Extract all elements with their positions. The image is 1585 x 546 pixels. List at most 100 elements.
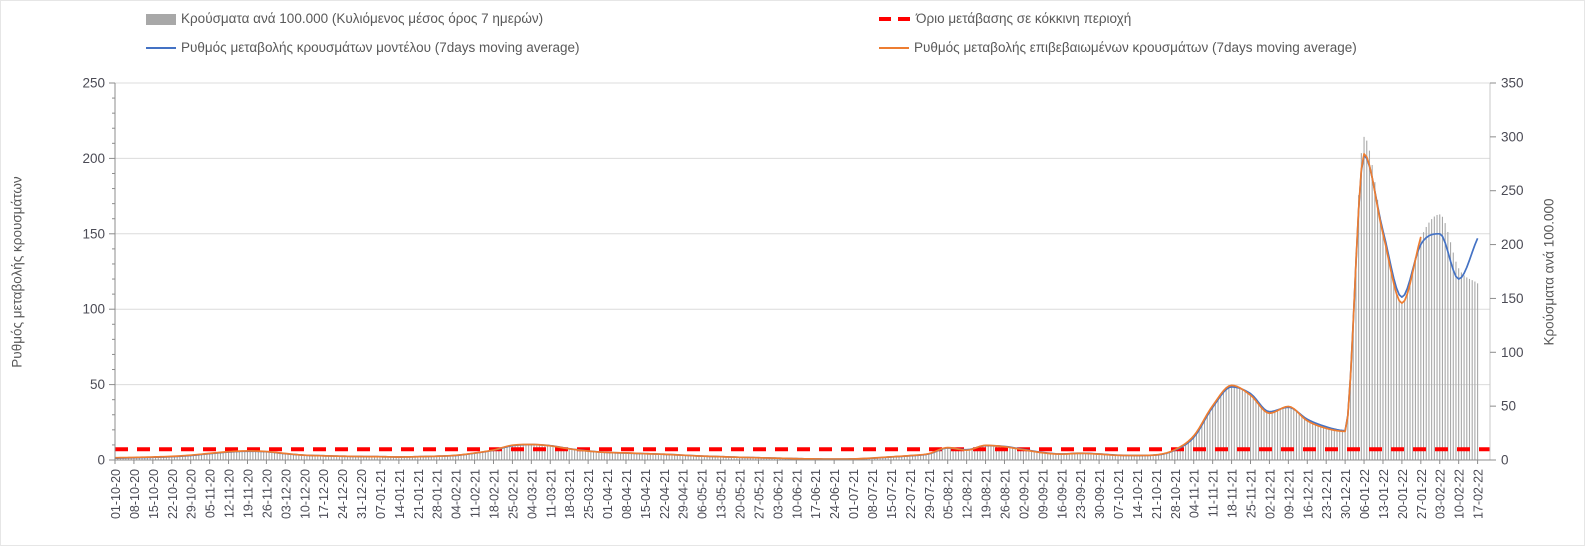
x-axis-tick-label: 10-06-21 xyxy=(790,469,804,519)
x-axis-tick-label: 28-01-21 xyxy=(431,469,445,519)
x-axis-tick-label: 07-01-21 xyxy=(374,469,388,519)
x-axis-tick-label: 19-11-20 xyxy=(242,469,256,518)
x-axis-tick-label: 26-08-21 xyxy=(999,469,1013,519)
x-axis-tick-label: 31-12-20 xyxy=(355,469,369,519)
x-axis-tick-label: 11-02-21 xyxy=(469,469,483,518)
x-axis-tick-label: 15-04-21 xyxy=(639,469,653,519)
x-axis-tick-label: 09-12-21 xyxy=(1282,469,1296,519)
x-axis-tick-label: 14-01-21 xyxy=(393,469,407,519)
legend-label-cases-bars: Κρούσματα ανά 100.000 (Κυλιόμενος μέσος … xyxy=(181,11,544,26)
x-axis-tick-label: 11-03-21 xyxy=(544,469,558,518)
x-axis-tick-label: 06-01-22 xyxy=(1358,469,1372,519)
x-axis-tick-label: 22-04-21 xyxy=(658,469,672,519)
x-axis-tick-label: 03-02-22 xyxy=(1434,469,1448,519)
x-axis-tick-label: 08-07-21 xyxy=(866,469,880,519)
x-axis-tick-label: 18-02-21 xyxy=(488,469,502,519)
x-axis-tick-label: 09-09-21 xyxy=(1036,469,1050,519)
x-axis-tick-label: 17-02-22 xyxy=(1472,469,1486,519)
right-axis-tick-label: 150 xyxy=(1501,291,1524,306)
legend-item-threshold: Όριο μετάβασης σε κόκκινη περιοχή xyxy=(879,11,1131,27)
x-axis-tick-label: 05-11-20 xyxy=(204,469,218,518)
x-axis-tick-label: 23-12-21 xyxy=(1320,469,1334,519)
bars-group xyxy=(114,136,1479,461)
right-axis-tick-label: 300 xyxy=(1501,129,1524,144)
x-axis-tick-label: 23-09-21 xyxy=(1074,469,1088,519)
x-axis-tick-label: 15-07-21 xyxy=(885,469,899,519)
x-axis-tick-label: 14-10-21 xyxy=(1131,469,1145,519)
x-axis-tick-label: 29-10-20 xyxy=(185,469,199,519)
x-axis-tick-label: 02-09-21 xyxy=(1017,469,1031,519)
x-axis-tick-label: 27-01-22 xyxy=(1415,469,1429,519)
legend-item-model-line: Ρυθμός μεταβολής κρουσμάτων μοντέλου (7d… xyxy=(146,40,580,56)
left-axis-tick-label: 200 xyxy=(82,151,105,166)
x-axis-tick-label: 04-03-21 xyxy=(525,469,539,519)
x-axis-tick-label: 01-10-20 xyxy=(109,469,123,519)
x-axis-tick-label: 30-09-21 xyxy=(1093,469,1107,519)
left-axis-tick-label: 150 xyxy=(82,226,105,241)
x-axis-tick-label: 08-10-20 xyxy=(128,469,142,519)
left-axis-tick-label: 250 xyxy=(82,76,105,91)
left-axis-tick-label: 50 xyxy=(90,377,105,392)
x-axis-tick-label: 16-12-21 xyxy=(1301,469,1315,519)
x-axis-tick-label: 10-02-22 xyxy=(1453,469,1467,519)
x-axis-tick-label: 24-12-20 xyxy=(336,469,350,519)
left-axis-tick-label: 100 xyxy=(82,302,105,317)
x-axis-tick-label: 01-07-21 xyxy=(847,469,861,519)
x-axis-tick-label: 25-11-21 xyxy=(1245,469,1259,518)
model-line xyxy=(114,154,1479,460)
confirmed-line xyxy=(114,153,1422,460)
x-axis-tick-label: 26-11-20 xyxy=(260,469,274,518)
x-axis-tick-label: 04-11-21 xyxy=(1188,469,1202,518)
right-axis-tick-label: 250 xyxy=(1501,183,1524,198)
x-axis-tick-label: 03-06-21 xyxy=(771,469,785,519)
x-axis-tick-label: 12-08-21 xyxy=(961,469,975,519)
x-axis-tick-label: 18-03-21 xyxy=(563,469,577,519)
x-axis-tick-label: 13-01-22 xyxy=(1377,469,1391,519)
x-axis-tick-label: 17-12-20 xyxy=(317,469,331,519)
x-axis-tick-label: 11-11-21 xyxy=(1207,469,1221,517)
right-axis-tick-label: 350 xyxy=(1501,76,1524,91)
x-axis-tick-label: 08-04-21 xyxy=(620,469,634,519)
x-axis-tick-label: 04-02-21 xyxy=(450,469,464,519)
x-axis-tick-label: 05-08-21 xyxy=(942,469,956,519)
bar-swatch-icon xyxy=(146,13,176,25)
x-axis-tick-label: 13-05-21 xyxy=(715,469,729,519)
x-axis-tick-label: 29-04-21 xyxy=(677,469,691,519)
x-axis-tick-label: 07-10-21 xyxy=(1112,469,1126,519)
x-axis-tick-label: 03-12-20 xyxy=(279,469,293,519)
x-axis-tick-label: 22-10-20 xyxy=(166,469,180,519)
legend-label-confirmed-line: Ρυθμός μεταβολής επιβεβαιωμένων κρουσμάτ… xyxy=(914,40,1357,55)
right-axis-tick-label: 100 xyxy=(1501,345,1524,360)
orange-line-swatch-icon xyxy=(879,46,909,50)
x-axis-tick-label: 20-01-22 xyxy=(1396,469,1410,519)
legend-item-cases-bars: Κρούσματα ανά 100.000 (Κυλιόμενος μέσος … xyxy=(146,11,543,27)
x-axis-tick-label: 21-01-21 xyxy=(412,469,426,519)
right-axis-tick-label: 50 xyxy=(1501,399,1516,414)
x-axis-tick-label: 19-08-21 xyxy=(980,469,994,519)
x-axis-tick-label: 21-10-21 xyxy=(1150,469,1164,519)
x-axis-tick-label: 30-12-21 xyxy=(1339,469,1353,519)
legend-label-threshold: Όριο μετάβασης σε κόκκινη περιοχή xyxy=(916,11,1132,26)
x-axis-tick-label: 10-12-20 xyxy=(298,469,312,519)
x-axis-tick-label: 25-03-21 xyxy=(582,469,596,519)
x-axis-tick-label: 18-11-21 xyxy=(1226,469,1240,518)
x-axis-tick-label: 17-06-21 xyxy=(809,469,823,519)
x-axis-tick-label: 12-11-20 xyxy=(223,469,237,518)
red-dashed-swatch-icon xyxy=(879,17,911,21)
legend-label-model-line: Ρυθμός μεταβολής κρουσμάτων μοντέλου (7d… xyxy=(181,40,580,55)
x-axis-tick-label: 15-10-20 xyxy=(147,469,161,519)
x-axis-tick-label: 02-12-21 xyxy=(1263,469,1277,519)
x-axis-tick-label: 25-02-21 xyxy=(506,469,520,519)
legend-item-confirmed-line: Ρυθμός μεταβολής επιβεβαιωμένων κρουσμάτ… xyxy=(879,40,1357,56)
right-axis-tick-label: 0 xyxy=(1501,453,1509,468)
x-axis-tick-label: 20-05-21 xyxy=(734,469,748,519)
blue-line-swatch-icon xyxy=(146,46,176,50)
x-axis-tick-label: 28-10-21 xyxy=(1169,469,1183,519)
x-axis-tick-label: 01-04-21 xyxy=(601,469,615,519)
x-axis-tick-label: 16-09-21 xyxy=(1055,469,1069,519)
x-axis-tick-label: 22-07-21 xyxy=(904,469,918,519)
right-axis-tick-label: 200 xyxy=(1501,237,1524,252)
x-axis-tick-label: 29-07-21 xyxy=(923,469,937,519)
